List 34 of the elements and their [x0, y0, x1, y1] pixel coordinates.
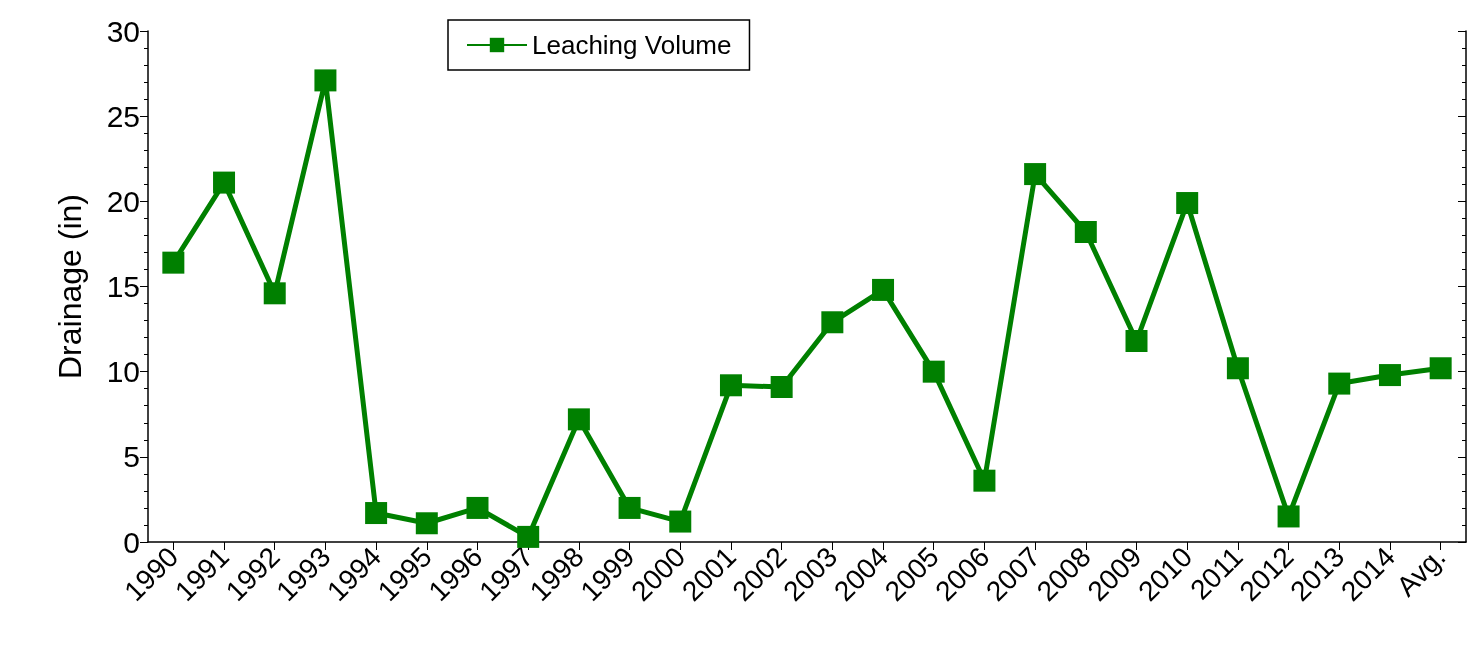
y-tick-label: 5: [123, 440, 140, 474]
point: [973, 469, 996, 492]
point: [365, 502, 388, 525]
point: [314, 69, 337, 92]
point: [1277, 505, 1300, 528]
legend-label: Leaching Volume: [532, 30, 732, 60]
point: [1125, 330, 1148, 353]
point: [1378, 364, 1401, 387]
point: [1429, 357, 1452, 380]
point: [872, 278, 895, 301]
point: [1328, 372, 1351, 395]
point: [770, 376, 793, 398]
point: [1226, 357, 1249, 380]
point: [415, 512, 438, 535]
point: [213, 171, 236, 194]
point: [567, 408, 590, 431]
y-axis-title: Drainage (in): [52, 194, 88, 379]
point: [263, 282, 286, 305]
point: [162, 251, 185, 274]
point: [517, 525, 540, 548]
y-tick-label: 15: [106, 270, 140, 303]
y-tick-label: 25: [106, 99, 140, 133]
point: [618, 496, 641, 519]
point: [669, 510, 692, 533]
point: [1074, 220, 1097, 243]
point: [1024, 163, 1047, 186]
point: [719, 374, 742, 397]
point: [821, 311, 844, 334]
y-tick-label: 20: [106, 184, 140, 218]
point: [1176, 192, 1199, 215]
y-tick-label: 10: [106, 355, 140, 389]
point: [466, 496, 489, 519]
y-tick-label: 30: [106, 14, 140, 48]
point: [922, 360, 945, 383]
